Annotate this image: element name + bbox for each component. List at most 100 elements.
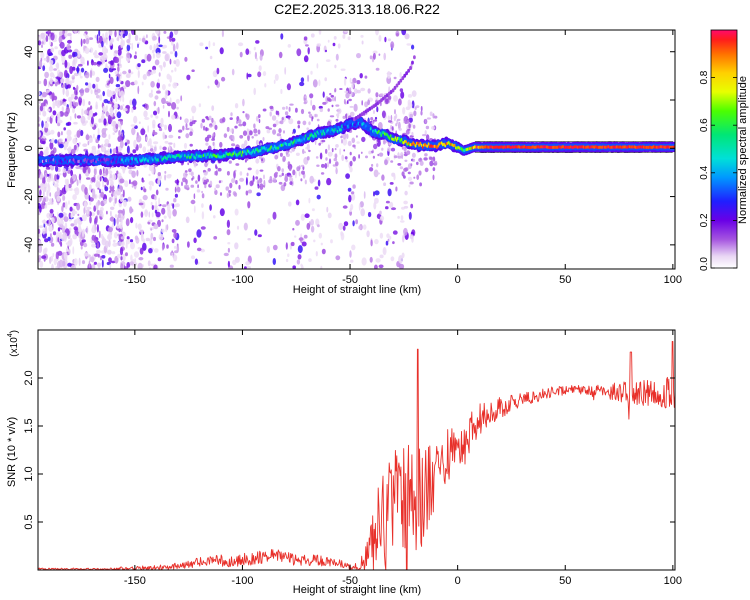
spectrogram-noise-cell [306, 222, 311, 230]
spectrogram-noise-cell [81, 260, 86, 265]
spectrogram-noise-cell [51, 217, 55, 224]
spectrogram-ridge-cell [360, 120, 362, 124]
spectrogram-noise-cell [256, 57, 258, 62]
spectrogram-noise-cell [116, 224, 121, 229]
spectrogram-noise-cell [225, 186, 230, 191]
spectrogram-noise-cell [173, 60, 177, 65]
spectrogram-noise-cell [362, 224, 367, 230]
spectrogram-noise-cell [57, 237, 60, 243]
spectrogram-noise-cell [272, 129, 277, 135]
spectrogram-noise-cell [93, 239, 99, 244]
spectrogram-noise-cell [87, 115, 91, 121]
spectrogram-noise-cell [66, 84, 71, 89]
colorbar-tick-label: 0.2 [699, 213, 710, 227]
spectrogram-noise-cell [296, 166, 301, 172]
spectrogram-noise-cell [120, 241, 125, 247]
spectrogram-noise-cell [280, 33, 284, 40]
spectrogram-noise-cell [272, 258, 276, 265]
spectrogram-noise-cell [118, 88, 121, 97]
spectrogram-ridge-cell [245, 152, 248, 156]
spectrogram-noise-cell [244, 266, 247, 269]
spectrogram-ridge-cell [208, 155, 211, 159]
spectrogram-noise-cell [168, 143, 171, 151]
spectrogram-noise-cell [72, 138, 77, 145]
spectrogram-noise-cell [336, 113, 340, 117]
spectrogram-ridge-cell [182, 156, 185, 160]
spectrogram-noise-cell [352, 156, 357, 162]
spectrogram-ridge-cell [322, 129, 325, 133]
spectrogram-noise-cell [239, 135, 244, 139]
spectrogram-noise-cell [41, 120, 44, 128]
spectrogram-noise-cell [207, 134, 212, 139]
spectrogram-noise-cell [161, 243, 164, 251]
spectrogram-noise-cell [327, 108, 330, 112]
spectrogram-noise-cell [94, 49, 98, 57]
spectrogram-noise-cell [332, 164, 336, 167]
spectrogram-noise-cell [331, 148, 334, 153]
spectrogram-noise-cell [183, 172, 188, 179]
spectrogram-noise-cell [397, 215, 400, 219]
spectrogram-noise-cell [122, 253, 126, 262]
spectrogram-noise-cell [141, 81, 144, 86]
spectrogram-noise-cell [76, 202, 81, 211]
spectrogram-noise-cell [292, 227, 295, 231]
spectrogram-noise-cell [73, 210, 78, 215]
spectrogram-noise-cell [404, 167, 409, 172]
spectrogram-noise-cell [150, 145, 154, 149]
spectrogram-noise-cell [111, 173, 117, 181]
spectrogram-noise-cell [38, 245, 43, 254]
spectrogram-ridge-cell [122, 160, 125, 164]
spectrogram-noise-cell [132, 98, 137, 107]
spectrogram-noise-cell [230, 138, 233, 142]
spectrogram-ridge-cell [378, 129, 380, 133]
spectrogram-noise-cell [247, 238, 251, 241]
spectrogram-noise-cell [311, 208, 315, 212]
spectrogram-noise-cell [126, 44, 131, 52]
spectrogram-noise-cell [387, 115, 390, 121]
spectrogram-noise-cell [65, 77, 70, 84]
spectrogram-noise-cell [342, 225, 346, 231]
snr-ytick-label: 2.0 [23, 370, 35, 385]
spectrogram-noise-cell [428, 156, 433, 160]
spectrogram-noise-cell [41, 91, 48, 98]
spectrogram-noise-cell [378, 35, 382, 42]
spectrogram-noise-cell [373, 143, 378, 150]
spectrogram-noise-cell [96, 209, 100, 216]
spectrogram-noise-cell [185, 133, 190, 139]
spectrogram-noise-cell [164, 140, 169, 144]
spectrogram-noise-cell [44, 122, 49, 129]
spectrogram-noise-cell [365, 155, 368, 159]
spectrogram-noise-cell [385, 200, 390, 204]
spectrogram-noise-cell [383, 182, 387, 186]
spectrogram-noise-cell [198, 103, 202, 108]
spectrogram-noise-cell [315, 218, 320, 226]
spectrogram-noise-cell [363, 191, 366, 199]
spectrogram-ridge-cell [337, 125, 340, 129]
spectrogram-noise-cell [262, 185, 265, 188]
spectrogram-noise-cell [398, 127, 402, 131]
spectrogram-noise-cell [66, 247, 69, 252]
spectrogram-noise-cell [327, 161, 330, 168]
spectrogram-noise-cell [117, 253, 121, 259]
spectrogram-noise-cell [168, 123, 172, 133]
spectrogram-noise-cell [118, 118, 123, 122]
spectrogram-noise-cell [162, 51, 167, 54]
spectrogram-noise-cell [163, 215, 167, 219]
spectrogram-noise-cell [390, 207, 397, 211]
spectrogram-noise-cell [255, 158, 260, 164]
spectrogram-noise-cell [43, 78, 48, 87]
spectrogram-noise-cell [133, 251, 140, 258]
spectrogram-noise-cell [426, 117, 431, 120]
spectrogram-ridge-cell [321, 132, 323, 136]
spectrogram-ridge-cell [342, 124, 345, 128]
spectrogram-noise-cell [227, 260, 230, 268]
spectrogram-noise-cell [192, 109, 196, 114]
spectrogram-noise-cell [70, 264, 77, 269]
spectrogram-noise-cell [226, 126, 230, 132]
spectrogram-noise-cell [310, 219, 314, 226]
spectrogram-noise-cell [387, 238, 390, 242]
spectrogram-noise-cell [105, 240, 109, 249]
spectrogram-noise-cell [97, 187, 100, 190]
spectrogram-noise-cell [65, 242, 70, 245]
spectrogram-noise-cell [395, 33, 399, 36]
